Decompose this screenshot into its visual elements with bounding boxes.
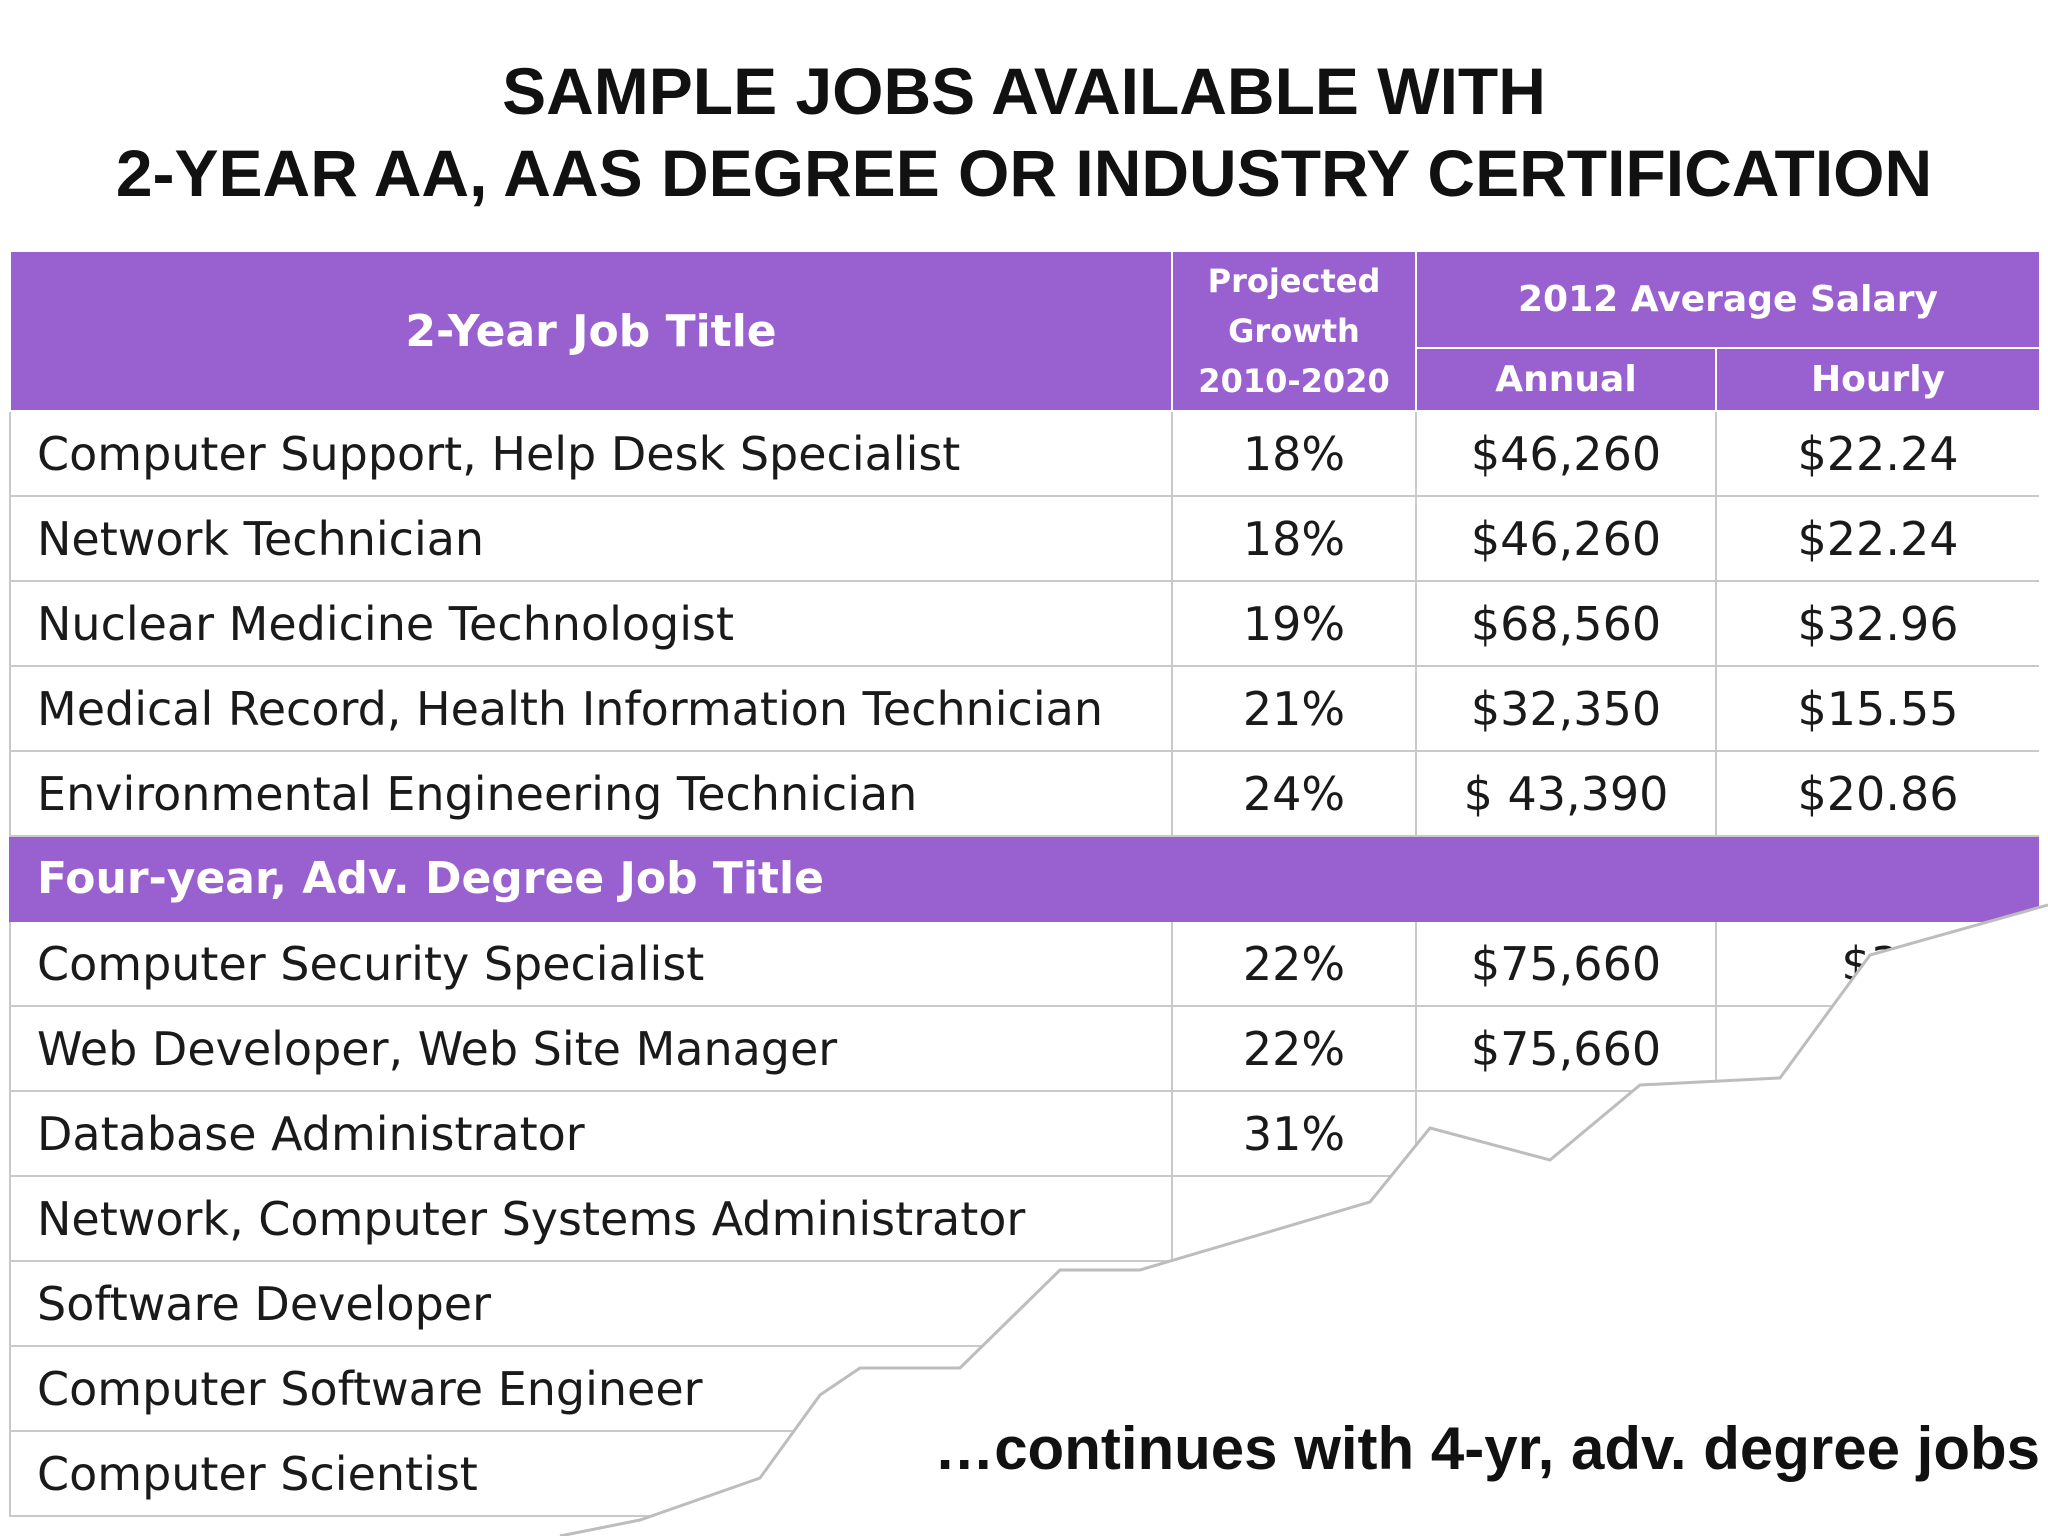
- job-title-cell: Web Developer, Web Site Manager: [9, 1005, 1173, 1092]
- growth-cell: 19%: [1171, 580, 1417, 667]
- job-title-cell: Environmental Engineering Technician: [9, 750, 1173, 837]
- section-empty-cell: [1415, 835, 1717, 922]
- table-body: Computer Support, Help Desk Specialist 1…: [9, 410, 2039, 1517]
- annual-cell: $46,260: [1415, 410, 1717, 497]
- growth-cell: 21%: [1171, 665, 1417, 752]
- section-empty-cell: [1715, 835, 2039, 922]
- hourly-cell: $22.24: [1715, 495, 2039, 582]
- table-header: 2-Year Job Title Projected Growth 2010-2…: [9, 250, 2039, 412]
- job-title-cell: Computer Security Specialist: [9, 920, 1173, 1007]
- hourly-cell: $22.24: [1715, 410, 2039, 497]
- jobs-table: 2-Year Job Title Projected Growth 2010-2…: [9, 250, 2039, 1517]
- table-row: Network, Computer Systems Administrator: [9, 1175, 2039, 1262]
- jobs-table-container: 2-Year Job Title Projected Growth 2010-2…: [9, 250, 2039, 1536]
- table-row: Environmental Engineering Technician 24%…: [9, 750, 2039, 837]
- growth-cell: [1171, 1175, 1417, 1262]
- hourly-cell: $15.55: [1715, 665, 2039, 752]
- growth-cell: 24%: [1171, 750, 1417, 837]
- annual-cell: [1415, 1090, 1717, 1177]
- section-title: Four-year, Adv. Degree Job Title: [9, 835, 1173, 922]
- slide-title: SAMPLE JOBS AVAILABLE WITH 2-YEAR AA, AA…: [0, 50, 2048, 214]
- growth-cell: 31%: [1171, 1090, 1417, 1177]
- growth-cell: 22%: [1171, 1005, 1417, 1092]
- annual-cell: [1415, 1260, 1717, 1347]
- growth-cell: 22%: [1171, 920, 1417, 1007]
- table-row: Computer Security Specialist 22% $75,660…: [9, 920, 2039, 1007]
- table-row: Web Developer, Web Site Manager 22% $75,…: [9, 1005, 2039, 1092]
- header-projected-growth: Projected Growth 2010-2020: [1171, 250, 1417, 412]
- annual-cell: $75,660: [1415, 1005, 1717, 1092]
- header-growth-line-3: 2010-2020: [1198, 362, 1390, 400]
- section-header-row: Four-year, Adv. Degree Job Title: [9, 835, 2039, 922]
- header-job-title: 2-Year Job Title: [9, 250, 1173, 412]
- job-title-cell: Database Administrator: [9, 1090, 1173, 1177]
- job-title-cell: Medical Record, Health Information Techn…: [9, 665, 1173, 752]
- table-row: Database Administrator 31%: [9, 1090, 2039, 1177]
- header-hourly: Hourly: [1715, 347, 2039, 412]
- header-growth-line-2: Growth: [1228, 312, 1360, 350]
- hourly-cell: [1715, 1005, 2039, 1092]
- annual-cell: $68,560: [1415, 580, 1717, 667]
- growth-cell: [1171, 1260, 1417, 1347]
- job-title-cell: Software Developer: [9, 1260, 1173, 1347]
- job-title-cell: Computer Support, Help Desk Specialist: [9, 410, 1173, 497]
- annual-cell: [1415, 1175, 1717, 1262]
- table-row: Nuclear Medicine Technologist 19% $68,56…: [9, 580, 2039, 667]
- table-row: Software Developer: [9, 1260, 2039, 1347]
- hourly-cell: [1715, 1260, 2039, 1347]
- continues-note: …continues with 4-yr, adv. degree jobs: [934, 1415, 2040, 1482]
- header-annual: Annual: [1415, 347, 1717, 412]
- title-line-2: 2-YEAR AA, AAS DEGREE OR INDUSTRY CERTIF…: [115, 136, 1933, 210]
- job-title-cell: Network Technician: [9, 495, 1173, 582]
- job-title-cell: Network, Computer Systems Administrator: [9, 1175, 1173, 1262]
- table-row: Medical Record, Health Information Techn…: [9, 665, 2039, 752]
- hourly-cell: $32.96: [1715, 580, 2039, 667]
- growth-cell: 18%: [1171, 410, 1417, 497]
- table-row: Network Technician 18% $46,260 $22.24: [9, 495, 2039, 582]
- hourly-cell: $20.86: [1715, 750, 2039, 837]
- table-row: Computer Support, Help Desk Specialist 1…: [9, 410, 2039, 497]
- title-line-1: SAMPLE JOBS AVAILABLE WITH: [502, 54, 1546, 128]
- growth-cell: 18%: [1171, 495, 1417, 582]
- section-empty-cell: [1171, 835, 1417, 922]
- hourly-cell: $3·: [1715, 920, 2039, 1007]
- annual-cell: $ 43,390: [1415, 750, 1717, 837]
- hourly-cell: [1715, 1175, 2039, 1262]
- hourly-cell: [1715, 1090, 2039, 1177]
- annual-cell: $46,260: [1415, 495, 1717, 582]
- job-title-cell: Nuclear Medicine Technologist: [9, 580, 1173, 667]
- annual-cell: $75,660: [1415, 920, 1717, 1007]
- header-average-salary: 2012 Average Salary: [1415, 250, 2039, 350]
- header-growth-line-1: Projected: [1207, 262, 1381, 300]
- annual-cell: $32,350: [1415, 665, 1717, 752]
